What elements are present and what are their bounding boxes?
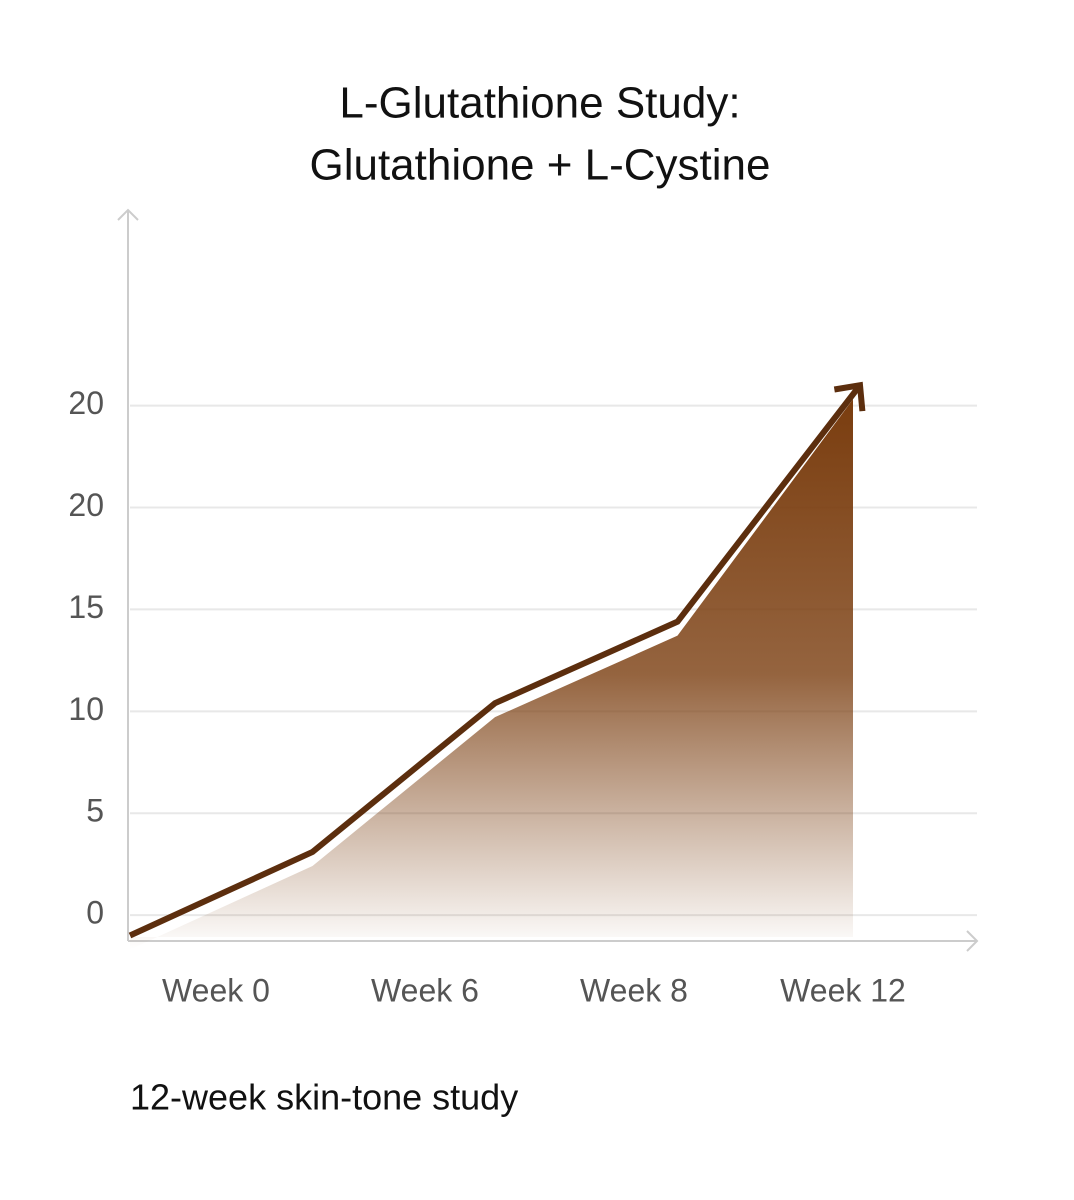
y-axis xyxy=(117,208,139,941)
chart-title: L-Glutathione Study: xyxy=(339,79,740,128)
y-tick-label: 20 xyxy=(68,385,104,421)
y-tick-label: 5 xyxy=(86,793,104,829)
y-tick-label: 20 xyxy=(68,487,104,523)
arrow-head xyxy=(833,381,866,412)
x-tick-label: Week 0 xyxy=(162,972,270,1008)
y-tick-label: 15 xyxy=(68,589,104,625)
y-tick-label: 0 xyxy=(86,895,104,931)
x-tick-label: Week 12 xyxy=(780,972,906,1008)
caption: 12-week skin-tone study xyxy=(130,1077,518,1118)
plot xyxy=(128,381,866,950)
x-axis xyxy=(128,930,979,952)
area xyxy=(130,399,853,950)
chart-title: Glutathione + L-Cystine xyxy=(309,141,770,190)
y-tick-label: 10 xyxy=(68,691,104,727)
x-tick-label: Week 6 xyxy=(371,972,479,1008)
line xyxy=(128,383,863,939)
x-tick-label: Week 8 xyxy=(580,972,688,1008)
